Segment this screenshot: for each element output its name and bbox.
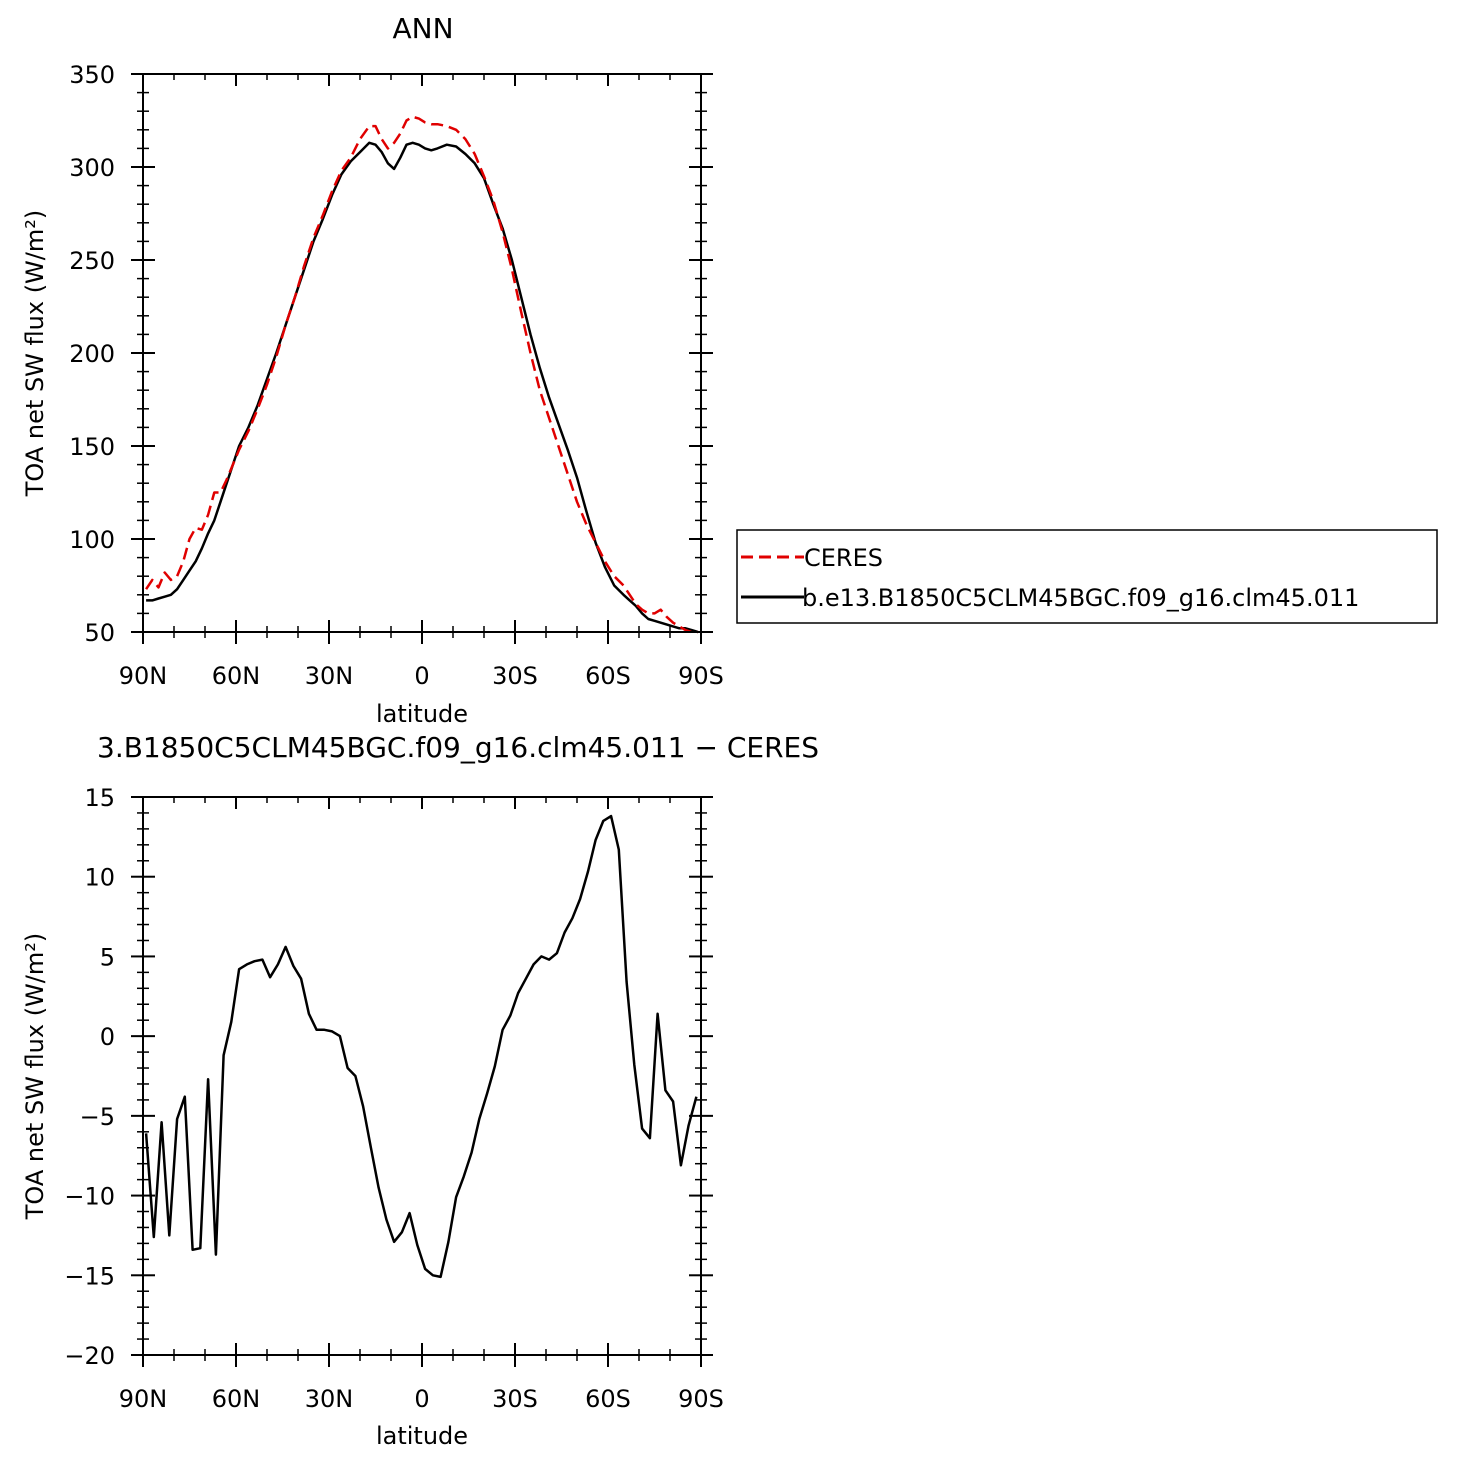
top-xtick-label: 30S (492, 662, 538, 690)
top-xlabel: latitude (376, 700, 468, 728)
top-xtick-label: 0 (414, 662, 429, 690)
bottom-ytick-label: 0 (100, 1023, 115, 1051)
bottom-ytick-label: −20 (64, 1342, 115, 1370)
bottom-ytick-label: 5 (100, 943, 115, 971)
top-series-group (145, 115, 699, 634)
top-xtick-label: 60N (212, 662, 261, 690)
legend-box (736, 529, 1438, 624)
bottom-plot-frame (142, 796, 702, 1356)
bottom-ytick-label: 15 (84, 784, 115, 812)
bottom-xtick-label: 30S (492, 1385, 538, 1413)
bottom-xtick-label: 0 (414, 1385, 429, 1413)
top-ytick-label: 50 (84, 619, 115, 647)
bottom-title: 3.B1850C5CLM45BGC.f09_g16.clm45.011 − CE… (97, 731, 819, 764)
bottom-series-group (144, 814, 698, 1279)
difference-line (144, 814, 698, 1279)
top-ylabel: TOA net SW flux (W/m²) (21, 210, 49, 498)
top-ticks: 90N 60N 30N 0 30S 60S 90S 50 100 150 200 250 300 350 (69, 61, 724, 690)
top-xtick-label: 90S (678, 662, 724, 690)
top-title: ANN (392, 12, 453, 45)
top-xtick-label: 90N (119, 662, 168, 690)
top-xtick-label: 60S (585, 662, 631, 690)
top-panel: ANN 90N 60N 30N 0 30S 60S 90S 50 100 150 200 250 300… (21, 12, 724, 728)
top-plot-frame (142, 73, 702, 633)
bottom-xtick-label: 60N (212, 1385, 261, 1413)
top-ytick-label: 100 (69, 526, 115, 554)
ceres-line (145, 115, 698, 634)
legend-label-model: b.e13.B1850C5CLM45BGC.f09_g16.clm45.011 (802, 584, 1359, 612)
bottom-xtick-label: 60S (585, 1385, 631, 1413)
top-ytick-label: 350 (69, 61, 115, 89)
top-ytick-label: 200 (69, 340, 115, 368)
top-xtick-label: 30N (305, 662, 354, 690)
model-line (146, 141, 699, 634)
bottom-ylabel: TOA net SW flux (W/m²) (21, 933, 49, 1221)
bottom-panel: 3.B1850C5CLM45BGC.f09_g16.clm45.011 − CE… (21, 731, 819, 1450)
bottom-ytick-label: 10 (84, 864, 115, 892)
bottom-xtick-label: 90N (119, 1385, 168, 1413)
bottom-xtick-label: 30N (305, 1385, 354, 1413)
bottom-ytick-label: −5 (80, 1103, 115, 1131)
bottom-xlabel: latitude (376, 1422, 468, 1450)
legend-label-ceres: CERES (804, 544, 883, 572)
top-ytick-label: 150 (69, 433, 115, 461)
bottom-ticks: 90N 60N 30N 0 30S 60S 90S −20 −15 −10 −5 0 5 10 15 (64, 784, 724, 1413)
legend: CERES b.e13.B1850C5CLM45BGC.f09_g16.clm4… (736, 529, 1438, 624)
bottom-ytick-label: −10 (64, 1183, 115, 1211)
bottom-ytick-label: −15 (64, 1262, 115, 1290)
bottom-xtick-label: 90S (678, 1385, 724, 1413)
top-ytick-label: 300 (69, 154, 115, 182)
top-ytick-label: 250 (69, 247, 115, 275)
